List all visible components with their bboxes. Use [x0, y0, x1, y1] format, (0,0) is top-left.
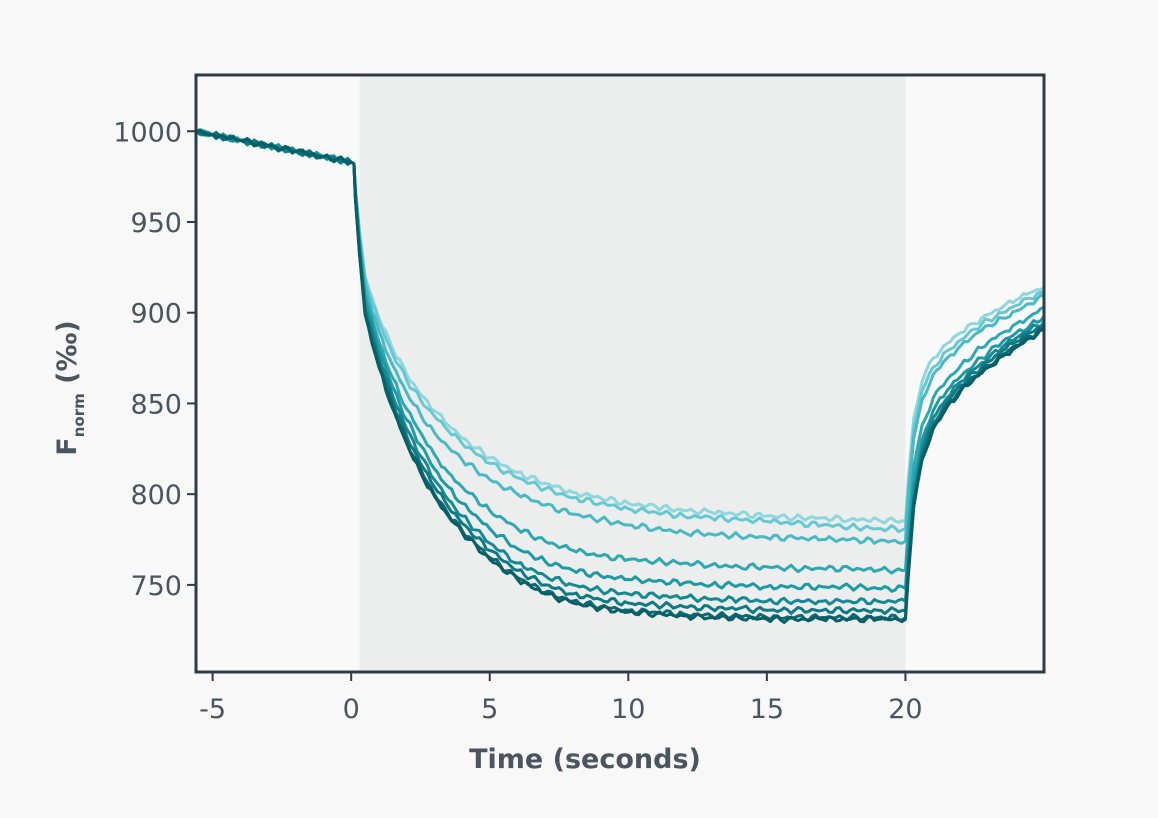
light-on-shaded-region [359, 75, 906, 672]
x-tick-label: 20 [888, 694, 922, 725]
series-line-9 [195, 129, 1045, 625]
y-tick-label: 800 [130, 480, 182, 511]
y-tick-label: 950 [130, 208, 182, 239]
y-tick-label: 750 [130, 571, 182, 602]
y-axis-title: Fnorm (‰) [52, 320, 88, 455]
x-axis-title: Time (seconds) [469, 744, 701, 775]
plot-frame [194, 73, 1046, 674]
x-tick-label: 0 [343, 694, 360, 725]
y-axis-title-subscript: norm [70, 393, 88, 437]
y-axis-title-main: F [52, 437, 83, 455]
series-line-7 [195, 130, 1045, 616]
y-axis-title-unit: (‰) [52, 320, 83, 393]
series-group [194, 128, 1046, 625]
y-axis: 750 800 850 900 950 1000 [113, 117, 196, 602]
x-tick-label: -5 [199, 694, 226, 725]
x-axis: -5 0 5 10 15 20 [199, 672, 923, 725]
x-tick-label: 15 [750, 694, 784, 725]
y-tick-label: 1000 [113, 117, 182, 148]
x-tick-label: 10 [611, 694, 645, 725]
y-tick-label: 850 [130, 389, 182, 420]
y-tick-label: 900 [130, 299, 182, 330]
x-tick-label: 5 [481, 694, 498, 725]
